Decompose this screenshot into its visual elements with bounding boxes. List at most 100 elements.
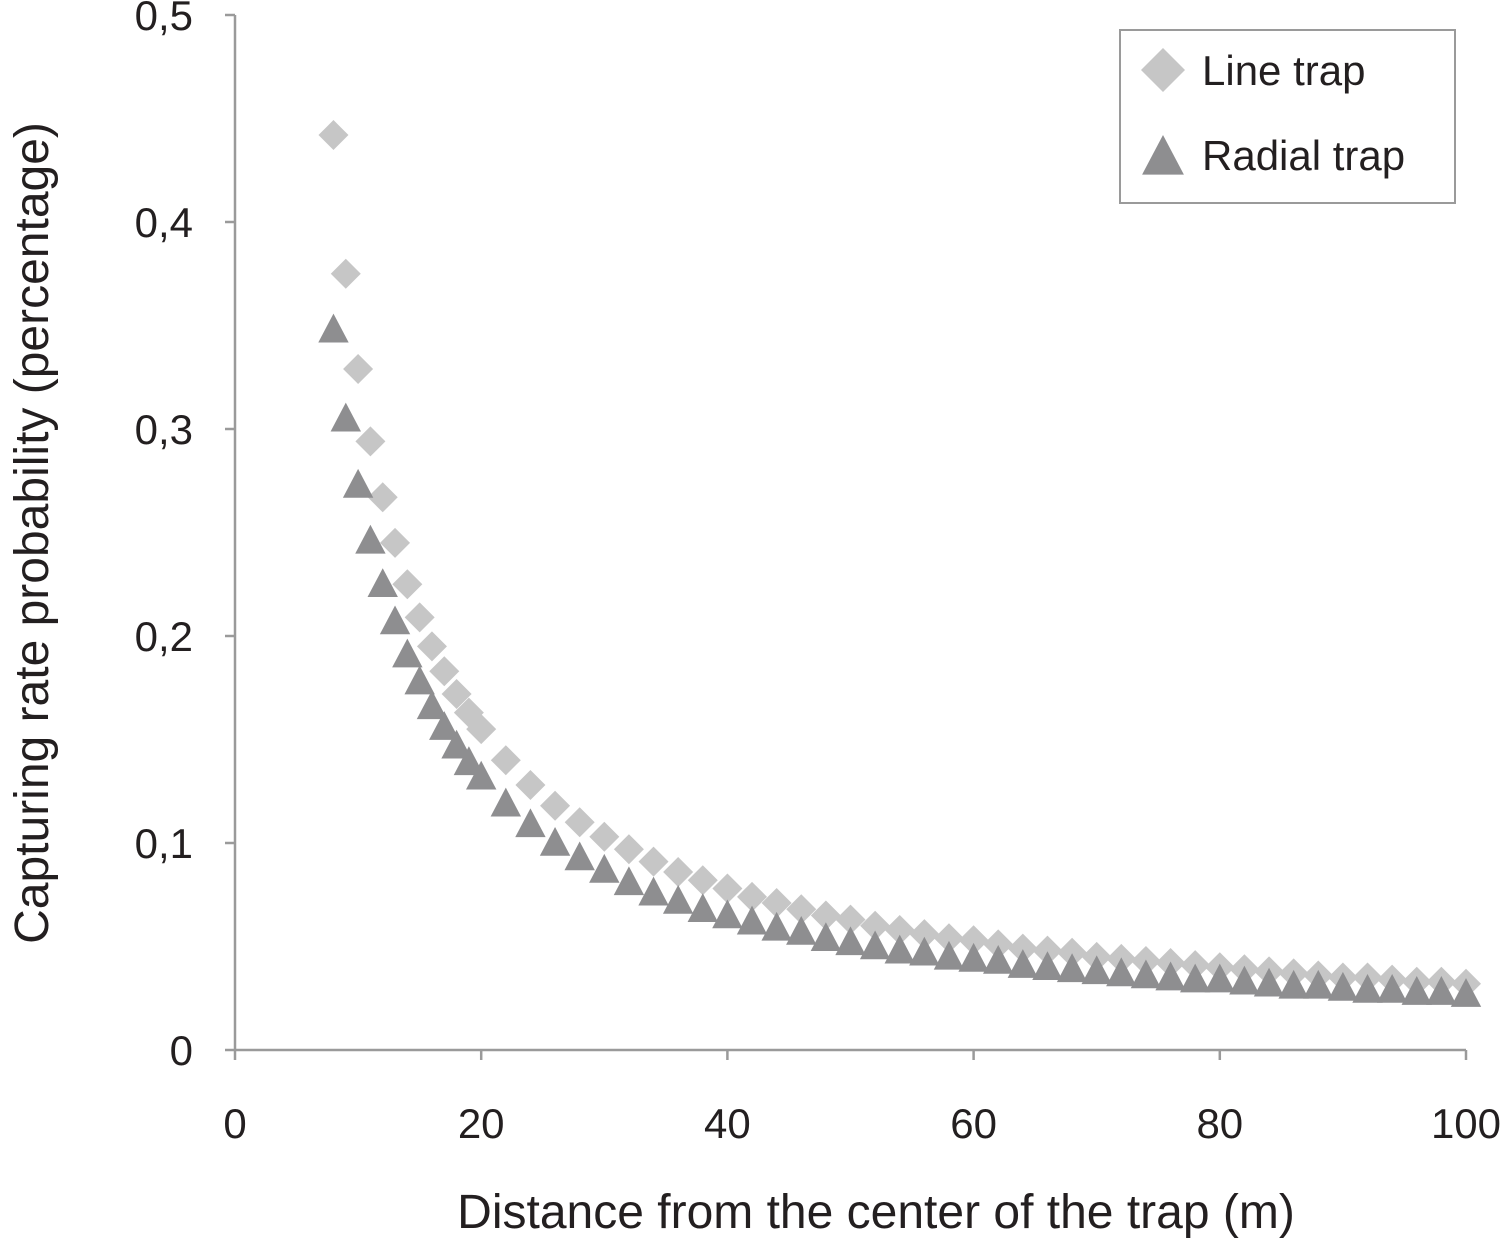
y-tick-label: 0,1 [135, 820, 193, 867]
diamond-point [392, 569, 423, 600]
diamond-point [589, 821, 620, 852]
diamond-point [835, 904, 866, 935]
triangle-point [453, 746, 485, 776]
diamond-point [404, 602, 435, 633]
triangle-point [835, 926, 866, 956]
diamond-point [786, 894, 817, 925]
diamond-point [416, 631, 447, 662]
diamond-point [638, 846, 669, 877]
triangle-point [490, 787, 522, 817]
y-tick-label: 0,3 [135, 406, 193, 453]
triangle-point [441, 729, 472, 759]
diamond-point [687, 865, 718, 896]
x-tick-label: 20 [458, 1100, 505, 1147]
triangle-point [429, 711, 460, 740]
diamond-point [613, 834, 644, 865]
triangle-point [761, 911, 792, 941]
diamond-point [933, 923, 964, 954]
triangle-point [1204, 963, 1235, 993]
triangle-point [404, 665, 435, 695]
triangle-point [392, 638, 423, 668]
triangle-point [1450, 978, 1482, 1007]
diamond-point [441, 678, 472, 709]
triangle-point [662, 884, 694, 914]
triangle-point [1130, 959, 1162, 989]
y-tick-label: 0,2 [135, 613, 193, 660]
triangle-point [330, 402, 361, 432]
triangle-point [958, 942, 989, 972]
triangle-point [318, 313, 349, 343]
diamond-point [810, 900, 841, 931]
legend-box [1119, 29, 1456, 204]
triangle-point [1229, 965, 1260, 995]
triangle-point [933, 940, 965, 970]
diamond-point [958, 925, 989, 956]
legend-label: Radial trap [1202, 132, 1405, 179]
y-tick-label: 0 [170, 1027, 193, 1074]
triangle-point [1106, 957, 1137, 987]
triangle-point [1303, 969, 1334, 999]
triangle-point [1278, 969, 1309, 999]
diamond-point [983, 929, 1014, 960]
diamond-point [737, 881, 768, 912]
triangle-point [355, 524, 386, 554]
triangle-point [1426, 976, 1457, 1005]
legend-diamond-marker [1141, 48, 1185, 92]
diamond-point [330, 258, 361, 289]
triangle-point [416, 690, 448, 720]
x-tick-label: 80 [1196, 1100, 1243, 1147]
diamond-point [466, 714, 497, 745]
triangle-point [1155, 961, 1186, 991]
diamond-point [884, 914, 915, 945]
triangle-point [1179, 963, 1211, 993]
triangle-point [1056, 953, 1088, 983]
triangle-point [1081, 955, 1112, 985]
triangle-point [1253, 967, 1285, 997]
x-tick-label: 0 [223, 1100, 246, 1147]
triangle-point [712, 899, 743, 929]
diamond-point [564, 807, 595, 838]
diamond-point [1032, 935, 1063, 966]
diamond-point [663, 856, 694, 887]
triangle-point [736, 905, 768, 935]
diamond-point [367, 482, 398, 513]
y-tick-label: 0,5 [135, 0, 193, 39]
triangle-point [564, 841, 595, 871]
diamond-point [860, 910, 891, 941]
triangle-point [983, 944, 1014, 974]
diamond-point [1057, 937, 1088, 968]
diamond-point [712, 873, 743, 904]
y-axis-label: Capturing rate probability (percentage) [6, 122, 59, 944]
series-line-trap [318, 120, 1481, 999]
diamond-point [490, 745, 521, 776]
triangle-point [613, 866, 645, 896]
legend: Line trap Radial trap [1119, 29, 1456, 204]
triangle-point [687, 893, 718, 923]
x-tick-label: 60 [950, 1100, 997, 1147]
triangle-point [539, 827, 571, 856]
triangle-point [786, 916, 817, 945]
triangle-point [367, 568, 398, 598]
x-axis-label: Distance from the center of the trap (m) [457, 1186, 1295, 1239]
diamond-point [761, 888, 792, 919]
triangle-point [379, 605, 411, 635]
triangle-point [638, 876, 669, 906]
triangle-point [1352, 973, 1383, 1003]
legend-items: Line trap Radial trap [1141, 47, 1405, 179]
triangle-point [810, 922, 842, 952]
triangle-point [1401, 976, 1432, 1005]
triangle-point [589, 853, 620, 883]
axes: 0 0,1 0,2 0,3 0,4 0,5 0 20 40 60 80 100 [135, 0, 1501, 1147]
series-radial-trap [318, 313, 1482, 1007]
diamond-point [343, 353, 374, 384]
triangle-point [466, 760, 497, 790]
triangle-point [1376, 973, 1408, 1003]
triangle-point [884, 934, 915, 964]
x-tick-label: 40 [704, 1100, 751, 1147]
diamond-point [380, 527, 411, 558]
diamond-point [429, 656, 460, 687]
diamond-point [1007, 933, 1038, 964]
triangle-point [342, 468, 374, 498]
